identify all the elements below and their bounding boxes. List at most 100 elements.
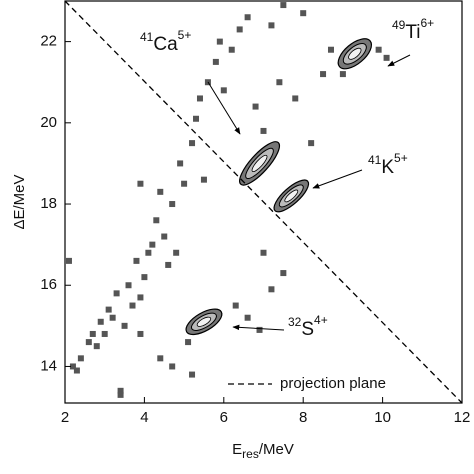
event-point [109,314,116,321]
event-point [280,270,287,277]
ion-label: 41K5+ [368,151,408,178]
x-label-main: E [232,441,242,458]
event-point [256,326,263,333]
event-point [133,257,140,264]
event-point [308,140,315,147]
event-point [149,241,156,248]
y-tick-label: 16 [40,276,57,293]
y-tick-label: 18 [40,195,57,212]
ion-label: 32S4+ [288,313,328,340]
event-point [117,387,124,394]
event-point [145,249,152,256]
event-point [69,363,76,370]
arrow [207,81,241,135]
event-point [320,71,327,78]
legend-label: projection plane [280,375,386,392]
annotations: 41Ca5+49Ti6+41K5+32S4+ [140,16,434,340]
event-point [181,180,188,187]
x-label-unit: /MeV [259,441,294,458]
x-tick-label: 8 [299,409,307,426]
event-point [85,339,92,346]
event-point [161,233,168,240]
x-tick-label: 4 [140,409,148,426]
event-point [117,391,124,398]
event-point [339,71,346,78]
event-point [137,294,144,301]
arrow [232,324,285,331]
x-axis-label: Eres/MeV [232,441,294,461]
event-point [212,58,219,65]
event-point [300,10,307,17]
event-point [252,103,259,110]
y-tick-label: 14 [40,357,57,374]
ion-label: 41Ca5+ [140,28,191,55]
event-point [327,46,334,53]
event-point [137,330,144,337]
event-point [292,95,299,102]
contour-cluster [337,38,373,70]
contour-inner [348,47,362,60]
event-point [189,140,196,147]
event-point [77,355,84,362]
event-point [200,176,207,183]
event-point [193,115,200,122]
event-point [93,343,100,350]
event-point [165,261,172,268]
event-point [232,302,239,309]
frame [64,0,463,404]
ion-charge: 6+ [420,16,434,30]
event-point [73,367,80,374]
ion-mass: 49 [392,18,406,32]
event-point [185,339,192,346]
ion-mass: 32 [288,315,302,329]
ion-charge: 4+ [314,313,328,327]
event-point [137,180,144,187]
legend: projection plane [228,375,386,392]
event-point [375,46,382,53]
contour-inner [251,154,268,173]
ion-element: Ti [405,22,420,43]
contour-cluster [239,141,281,186]
x-tick-label: 10 [374,409,391,426]
event-point [276,79,283,86]
event-point [157,355,164,362]
event-point [189,371,196,378]
arrow [312,169,363,189]
event-point [228,46,235,53]
ion-element: Ca [153,34,178,55]
ion-mass: 41 [368,153,382,167]
event-point [125,282,132,289]
plot-area [64,0,463,404]
event-point [89,330,96,337]
event-point [157,188,164,195]
event-point [260,249,267,256]
event-point [220,87,227,94]
event-point [244,314,251,321]
ion-element: K [381,157,394,178]
ion-charge: 5+ [394,151,408,165]
event-point [196,95,203,102]
event-point [121,322,128,329]
ion-label: 49Ti6+ [392,16,434,43]
event-point [101,330,108,337]
ion-element: S [301,319,314,340]
event-point [169,363,176,370]
event-point [65,257,72,264]
event-point [216,38,223,45]
y-axis-label: ΔE/MeV [11,174,28,229]
event-point [173,249,180,256]
event-point [169,201,176,208]
event-point [383,54,390,61]
event-point [280,2,287,9]
contour-cluster [273,179,310,213]
y-tick-label: 20 [40,114,57,131]
arrow [387,54,411,67]
event-point [268,286,275,293]
event-point [113,290,120,297]
y-tick-label: 22 [40,33,57,50]
event-point [260,127,267,134]
ion-charge: 5+ [178,28,192,42]
event-point [105,306,112,313]
